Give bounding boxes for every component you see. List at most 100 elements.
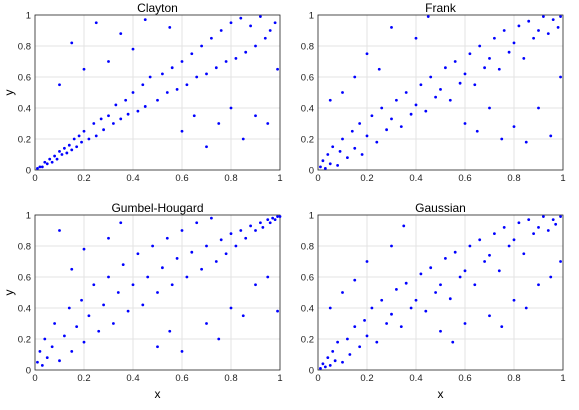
gumbel-x-label: x (155, 387, 161, 401)
panel-gaussian: 0 0.2 0.4 0.6 0.8 1 0 0.2 0.4 0.6 0.8 1 Gaussian x (301, 201, 566, 401)
frank-data-point (390, 117, 393, 121)
frank-data-point (360, 153, 364, 156)
gaussian-data-point (419, 272, 423, 276)
gaussian-data-point (326, 356, 330, 359)
gumbel-data-point (217, 337, 221, 341)
gaussian-data-point (375, 340, 379, 344)
gumbel-x-tick-label: 0 (32, 373, 37, 384)
gaussian-data-point (559, 260, 562, 263)
clayton-data-point (273, 21, 277, 25)
gaussian-y-tick-label: 0.6 (301, 273, 314, 284)
clayton-data-point (254, 44, 257, 48)
gaussian-data-point (451, 340, 455, 344)
gaussian-grid (317, 214, 564, 371)
frank-data-point (319, 165, 322, 169)
clayton-y-tick-label: 0.4 (18, 104, 31, 115)
frank-data-point (326, 153, 330, 156)
panel-clayton: 0 0.2 0.4 0.6 0.8 1 0 0.2 0.4 0.6 0.8 1 Clayton y (2, 1, 283, 184)
gaussian-data-point (497, 269, 501, 273)
gumbel-data-point (234, 244, 238, 248)
gaussian-data-point (554, 222, 558, 226)
clayton-data-point (107, 114, 110, 118)
frank-data-point (399, 125, 403, 128)
gumbel-data-point (92, 283, 96, 287)
gaussian-data-point (439, 329, 442, 333)
clayton-data-point (70, 148, 74, 152)
frank-data-point (549, 134, 553, 138)
gaussian-x-label: x (438, 387, 444, 401)
clayton-data-point (175, 88, 179, 91)
frank-data-point (385, 128, 388, 132)
gumbel-data-point (107, 275, 110, 279)
clayton-data-point (205, 72, 208, 76)
gumbel-data-point (244, 236, 248, 240)
clayton-data-point (168, 26, 172, 29)
frank-data-point (507, 50, 511, 54)
gaussian-data-point (331, 350, 335, 353)
clayton-data-point (219, 29, 223, 32)
gaussian-data-point (365, 334, 369, 338)
clayton-data-point (53, 154, 56, 158)
frank-tick-labels: 0 0.2 0.4 0.6 0.8 1 0 0.2 0.4 0.6 0.8 1 (301, 11, 566, 185)
frank-data-point (395, 98, 398, 102)
clayton-data-point (38, 165, 42, 169)
frank-data-point (365, 134, 369, 138)
clayton-data-point (148, 75, 152, 79)
gaussian-data-point (399, 325, 403, 328)
frank-data-point (429, 75, 433, 79)
frank-data-point (404, 91, 408, 94)
gumbel-data-point (116, 291, 120, 294)
clayton-data-point (65, 151, 69, 155)
frank-data-point (424, 109, 428, 113)
frank-data-point (551, 18, 555, 22)
clayton-data-point (114, 103, 118, 107)
clayton-data-point (131, 91, 135, 94)
gaussian-data-point (524, 306, 528, 310)
frank-data-point (375, 140, 379, 144)
clayton-data-point (112, 122, 115, 125)
frank-data-point (478, 44, 482, 48)
gaussian-data-point (380, 298, 384, 302)
frank-data-point (468, 52, 472, 56)
gaussian-data-point (468, 244, 472, 248)
frank-data-point (448, 98, 452, 102)
gumbel-x-tick-label: 1 (277, 373, 282, 384)
clayton-data-point (94, 134, 98, 138)
gaussian-data-point (542, 215, 545, 218)
clayton-data-point (58, 150, 61, 153)
clayton-x-tick-label: 0.2 (77, 173, 90, 184)
gaussian-data-point (500, 325, 504, 328)
gaussian-y-tick-label: 0.8 (301, 242, 314, 253)
gumbel-data-point (45, 356, 49, 359)
frank-data-point (524, 140, 528, 144)
clayton-data-point (224, 60, 228, 63)
gumbel-data-point (254, 283, 257, 287)
gumbel-data-point (58, 359, 61, 363)
frank-y-tick-label: 0.2 (301, 135, 314, 146)
clayton-y-tick-label: 0.6 (18, 73, 31, 84)
gaussian-data-point (358, 345, 362, 349)
gaussian-data-point (363, 319, 366, 322)
clayton-data-point (136, 109, 140, 113)
gaussian-data-point (551, 218, 555, 222)
frank-y-tick-label: 1 (309, 11, 314, 22)
gumbel-data-point (151, 244, 155, 248)
gaussian-data-point (429, 266, 433, 270)
frank-data-point (542, 15, 545, 18)
clayton-data-point (266, 122, 270, 125)
gumbel-y-tick-label: 0.2 (18, 335, 31, 346)
gumbel-data-point (126, 309, 130, 313)
gumbel-data-point (63, 334, 66, 338)
gumbel-data-point (224, 252, 228, 256)
clayton-data-point (43, 160, 47, 164)
clayton-data-point (180, 60, 184, 63)
gaussian-x-tick-label: 1 (560, 373, 565, 384)
gaussian-data-point (341, 291, 344, 294)
gaussian-data-point (348, 353, 352, 356)
frank-data-point (517, 24, 521, 28)
gaussian-data-point (493, 232, 496, 236)
frank-y-tick-label: 0.6 (301, 73, 314, 84)
gumbel-data-point (180, 350, 184, 353)
frank-data-point (512, 125, 516, 128)
